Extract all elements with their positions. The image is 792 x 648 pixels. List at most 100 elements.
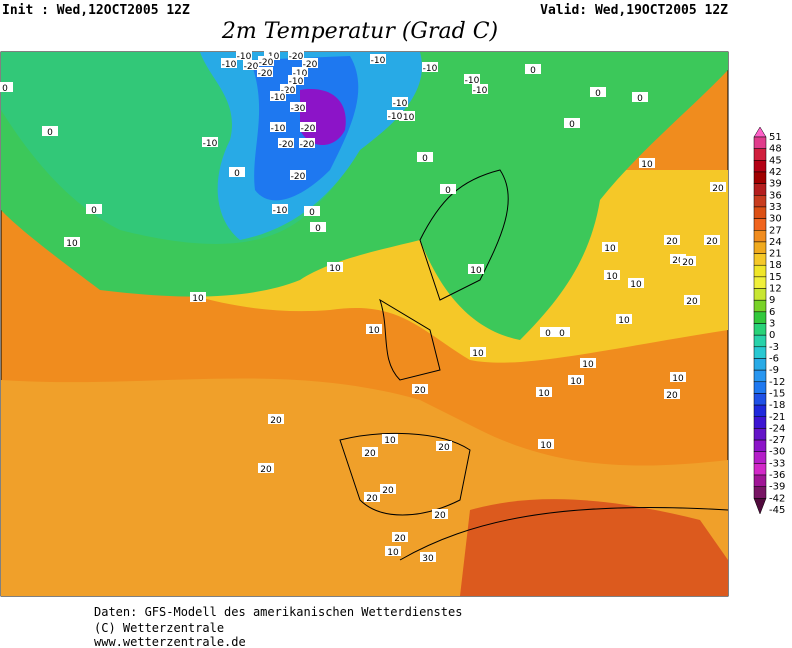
colorbar-label: -21 xyxy=(769,412,785,423)
contour-label: -20 xyxy=(301,124,316,134)
contour-label: 10 xyxy=(672,374,684,384)
colorbar-cell xyxy=(753,404,767,417)
contour-label-bg xyxy=(292,67,308,77)
contour-label: -20 xyxy=(300,140,315,150)
colorbar-cell xyxy=(753,474,767,487)
colorbar-cell xyxy=(753,183,767,196)
colorbar-cell xyxy=(753,428,767,441)
contour-label: 20 xyxy=(706,237,718,247)
contour-label: -20 xyxy=(279,140,294,150)
contour-label: -20 xyxy=(258,69,273,79)
contour-label-bg xyxy=(299,138,315,148)
colorbar-cell xyxy=(753,230,767,243)
contour-label-bg xyxy=(385,546,401,556)
contour-label-bg xyxy=(257,67,273,77)
contour-label-bg xyxy=(202,137,218,147)
contour-label-bg xyxy=(590,87,606,97)
contour-label: 10 xyxy=(470,266,482,276)
contour-label: 10 xyxy=(618,316,630,326)
contour-label-bg xyxy=(604,270,620,280)
colorbar-label: -15 xyxy=(769,388,785,399)
contour-label-bg xyxy=(264,50,280,60)
contour-label-bg xyxy=(704,235,720,245)
contour-label: -10 xyxy=(289,77,304,87)
contour-label: 20 xyxy=(382,486,394,496)
contour-label-bg xyxy=(290,102,306,112)
colorbar-label: 30 xyxy=(769,214,782,225)
contour-label-bg xyxy=(670,372,686,382)
colorbar-label: -3 xyxy=(769,342,779,353)
colorbar-cell xyxy=(753,393,767,406)
colorbar-label: -18 xyxy=(769,400,785,411)
footer-line: (C) Wetterzentrale xyxy=(94,621,224,635)
colorbar-cell xyxy=(753,439,767,452)
coastline xyxy=(339,432,729,561)
contour-label: 10 xyxy=(538,389,550,399)
contour-label: -10 xyxy=(222,60,237,70)
contour-label-bg xyxy=(554,327,570,337)
colorbar-label: 39 xyxy=(769,179,782,190)
colorbar-cell xyxy=(753,381,767,394)
map xyxy=(0,51,729,597)
colorbar-label: 0 xyxy=(769,330,775,341)
contour-label-bg xyxy=(362,447,378,457)
contour-label-bg xyxy=(564,118,580,128)
colorbar-cell xyxy=(753,288,767,301)
contour-label-bg xyxy=(190,292,206,302)
colorbar-label: 6 xyxy=(769,307,775,318)
contour-label: -10 xyxy=(465,76,480,86)
contour-label-bg xyxy=(602,242,618,252)
contour-label-bg xyxy=(470,347,486,357)
colorbar-label: -9 xyxy=(769,365,779,376)
contour-label: 10 xyxy=(192,294,204,304)
colorbar-label: 33 xyxy=(769,202,782,213)
colorbar-label: 24 xyxy=(769,237,782,248)
colorbar-cell xyxy=(753,276,767,289)
contour-label-bg xyxy=(327,262,343,272)
contour-label-bg xyxy=(270,91,286,101)
contour-label: -10 xyxy=(273,206,288,216)
contour-label: -10 xyxy=(393,99,408,109)
colorbar-cell xyxy=(753,160,767,173)
colorbar-label: -39 xyxy=(769,482,785,493)
contour-label-bg xyxy=(272,204,288,214)
contour-label: -10 xyxy=(293,69,308,79)
contour-label: 10 xyxy=(329,264,341,274)
contour-label: 20 xyxy=(260,465,272,475)
contour-label-bg xyxy=(280,84,296,94)
contour-label: 20 xyxy=(364,449,376,459)
contour-label-bg xyxy=(670,254,686,264)
colorbar-cell xyxy=(753,369,767,383)
colorbar-label: 21 xyxy=(769,249,782,260)
colorbar-label: 9 xyxy=(769,295,775,306)
contour-label-bg xyxy=(432,509,448,519)
colorbar-cell xyxy=(753,463,767,476)
colorbar-label: -24 xyxy=(769,423,785,434)
colorbar-label: -30 xyxy=(769,447,785,458)
contour-label-bg xyxy=(468,264,484,274)
contour-label: 0 xyxy=(530,66,536,76)
contour-label: 10 xyxy=(641,160,653,170)
contour-label-bg xyxy=(268,414,284,424)
zone-hot xyxy=(460,499,728,596)
contour-label: -20 xyxy=(289,52,304,62)
contour-label-bg xyxy=(525,64,541,74)
contour-label-bg xyxy=(382,434,398,444)
contour-label: 10 xyxy=(387,548,399,558)
contour-label: 20 xyxy=(712,184,724,194)
contour-label: 0 xyxy=(445,186,451,196)
contour-label-bg xyxy=(440,184,456,194)
contour-label-bg xyxy=(399,111,415,121)
contour-label: -10 xyxy=(400,113,415,123)
colorbar-cell xyxy=(753,299,767,313)
contour-label-bg xyxy=(243,60,259,70)
colorbar-label: -27 xyxy=(769,435,785,446)
contour-label-bg xyxy=(387,110,403,120)
contour-label: 20 xyxy=(666,391,678,401)
contour-label-bg xyxy=(300,122,316,132)
contour-label-bg xyxy=(472,84,488,94)
contour-label-bg xyxy=(0,82,13,92)
contour-label-bg xyxy=(64,237,80,247)
colorbar-cell xyxy=(753,136,767,149)
contour-label-bg xyxy=(710,182,726,192)
